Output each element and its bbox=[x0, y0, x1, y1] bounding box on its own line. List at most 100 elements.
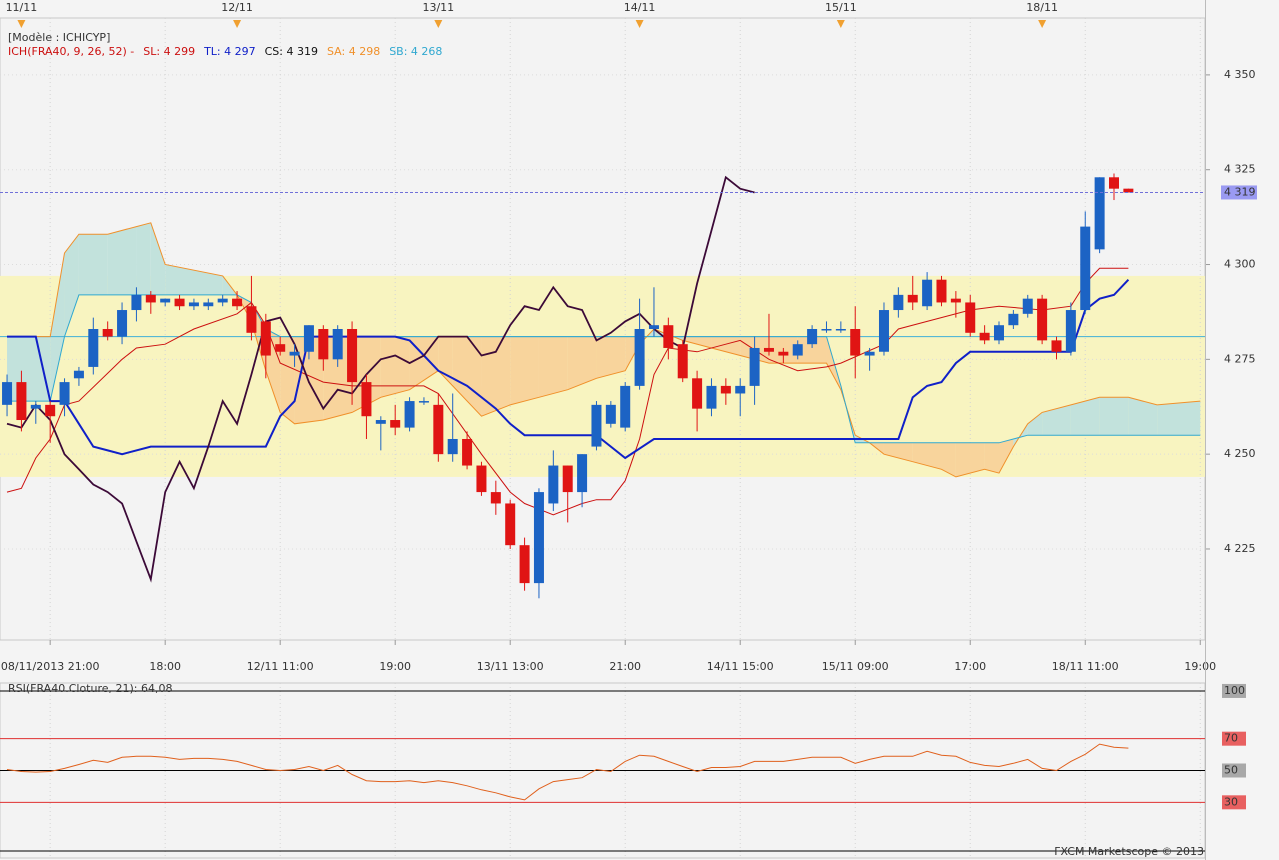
candle-body bbox=[232, 298, 243, 307]
candle-body bbox=[735, 385, 746, 394]
candle-body bbox=[73, 370, 84, 379]
candle-body bbox=[433, 404, 444, 455]
candle-body bbox=[835, 329, 846, 331]
candle-body bbox=[648, 325, 659, 329]
candle-body bbox=[1123, 188, 1134, 193]
candle-body bbox=[749, 347, 760, 386]
candle-body bbox=[677, 344, 688, 379]
cloud-fill bbox=[797, 336, 827, 364]
cloud-fill bbox=[481, 336, 511, 417]
candle-body bbox=[361, 382, 372, 417]
candle-body bbox=[88, 329, 99, 367]
candle-body bbox=[821, 329, 832, 331]
candle-body bbox=[1080, 226, 1091, 311]
candle-body bbox=[792, 344, 803, 356]
legend-entry: SL: 4 299 bbox=[143, 45, 195, 58]
candle-body bbox=[1037, 298, 1048, 341]
candle-body bbox=[965, 302, 976, 333]
candle-body bbox=[303, 325, 314, 352]
candle-body bbox=[332, 329, 343, 360]
candle-body bbox=[145, 294, 156, 303]
candle-body bbox=[864, 351, 875, 356]
legend-entry: SB: 4 268 bbox=[389, 45, 442, 58]
cloud-fill bbox=[1099, 397, 1129, 436]
y-tick-label: 4 300 bbox=[1224, 258, 1256, 271]
cloud-fill bbox=[1157, 401, 1201, 436]
top-tick-marker bbox=[836, 20, 845, 28]
candle-body bbox=[505, 503, 516, 546]
candle-body bbox=[562, 465, 573, 493]
candle-body bbox=[979, 332, 990, 341]
candle-body bbox=[1022, 298, 1033, 314]
candle-body bbox=[462, 438, 473, 466]
cloud-fill bbox=[1042, 404, 1071, 436]
cloud-fill bbox=[941, 442, 956, 477]
candle-body bbox=[490, 492, 501, 504]
cloud-fill bbox=[984, 442, 999, 474]
cloud-fill bbox=[150, 222, 166, 295]
candle-body bbox=[117, 310, 128, 337]
cloud-fill bbox=[567, 336, 597, 390]
candle-body bbox=[548, 465, 559, 504]
model-label: [Modèle : ICHICYP] bbox=[8, 31, 110, 44]
cloud-fill bbox=[912, 442, 942, 470]
cloud-fill bbox=[452, 336, 482, 417]
y-tick-label: 4 250 bbox=[1224, 447, 1256, 460]
cloud-fill bbox=[380, 336, 410, 398]
legend-entry: TL: 4 297 bbox=[203, 45, 256, 58]
y-tick-box bbox=[1222, 795, 1246, 810]
x-tick-label: 17:00 bbox=[954, 660, 986, 673]
cloud-fill bbox=[682, 336, 712, 348]
top-tick-label: 12/11 bbox=[221, 1, 253, 14]
top-tick-marker bbox=[434, 20, 443, 28]
x-tick-label: 18:00 bbox=[149, 660, 181, 673]
y-tick-label: 4 325 bbox=[1224, 163, 1256, 176]
candle-body bbox=[30, 404, 41, 409]
last-price-label: 4 319 bbox=[1224, 185, 1256, 198]
candle-body bbox=[390, 420, 401, 428]
candle-body bbox=[922, 279, 933, 307]
candle-body bbox=[1065, 310, 1076, 352]
y-tick-box bbox=[1222, 763, 1246, 778]
indicator-line bbox=[6, 267, 1129, 516]
y-tick-label: 4 275 bbox=[1224, 352, 1256, 365]
candle-body bbox=[720, 385, 731, 394]
y-tick-box bbox=[1222, 683, 1246, 698]
candle-body bbox=[476, 465, 487, 493]
cloud-fill bbox=[78, 234, 108, 295]
candle-body bbox=[706, 385, 717, 409]
candle-body bbox=[1108, 177, 1119, 189]
candle-body bbox=[59, 382, 70, 405]
y-tick-label: 4 225 bbox=[1224, 542, 1256, 555]
candle-body bbox=[131, 294, 142, 311]
candle-body bbox=[275, 344, 286, 352]
cloud-fill bbox=[280, 336, 295, 424]
x-tick-label: 14/11 15:00 bbox=[707, 660, 774, 673]
y-tick-label: 100 bbox=[1224, 684, 1245, 697]
top-tick-marker bbox=[635, 20, 644, 28]
candle-body bbox=[347, 329, 358, 383]
cloud-fill bbox=[107, 226, 137, 295]
x-tick-label: 19:00 bbox=[379, 660, 411, 673]
rsi-line bbox=[6, 743, 1129, 801]
footer: FXCM Marketscope © 2013 bbox=[1054, 845, 1204, 858]
y-tick-box bbox=[1222, 731, 1246, 746]
legend: ICH(FRA40, 9, 26, 52) - SL: 4 299 TL: 4 29… bbox=[8, 45, 442, 58]
rsi-title: RSI(FRA40.Cloture, 21): 64,08 bbox=[8, 682, 172, 695]
cloud-fill bbox=[538, 336, 568, 398]
candle-body bbox=[878, 310, 889, 352]
candle-body bbox=[605, 404, 616, 424]
cloud-fill bbox=[510, 336, 539, 405]
candle-body bbox=[418, 401, 429, 403]
candle-body bbox=[45, 404, 56, 417]
candle-body bbox=[591, 404, 602, 447]
top-tick-marker bbox=[17, 20, 26, 28]
x-tick-label: 08/11/2013 21:00 bbox=[1, 660, 100, 673]
candle-body bbox=[375, 420, 386, 424]
top-tick-label: 18/11 bbox=[1026, 1, 1058, 14]
cloud-fill bbox=[1027, 412, 1043, 436]
cloud-fill bbox=[883, 442, 913, 462]
top-tick-label: 13/11 bbox=[422, 1, 454, 14]
candle-body bbox=[289, 351, 300, 356]
